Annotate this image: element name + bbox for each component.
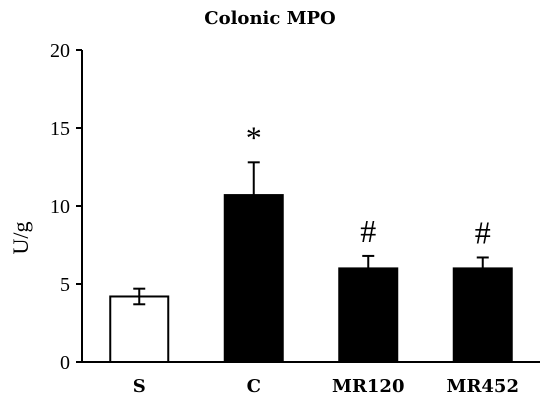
y-tick-label: 0 xyxy=(60,352,70,374)
bar-c xyxy=(223,194,284,363)
y-tick-label: 5 xyxy=(60,274,70,296)
bar-mr120 xyxy=(338,267,399,363)
x-tick-label: C xyxy=(247,376,261,397)
x-tick-label: MR120 xyxy=(332,376,404,397)
y-tick-label: 15 xyxy=(50,118,70,140)
x-tick-label: S xyxy=(133,376,146,397)
chart-title: Colonic MPO xyxy=(204,8,335,29)
y-tick-label: 20 xyxy=(50,40,70,62)
y-axis-label: U/g xyxy=(8,222,33,255)
bar-s xyxy=(109,295,170,364)
significance-marker: # xyxy=(360,213,376,249)
bar-mr452 xyxy=(452,267,513,363)
plot-area: 0 5 10 15 20 S * C # MR120 # MR452 xyxy=(50,40,540,397)
significance-marker: * xyxy=(246,119,262,155)
significance-marker: # xyxy=(475,214,491,250)
x-tick-label: MR452 xyxy=(447,376,519,397)
y-tick-label: 10 xyxy=(50,196,70,218)
